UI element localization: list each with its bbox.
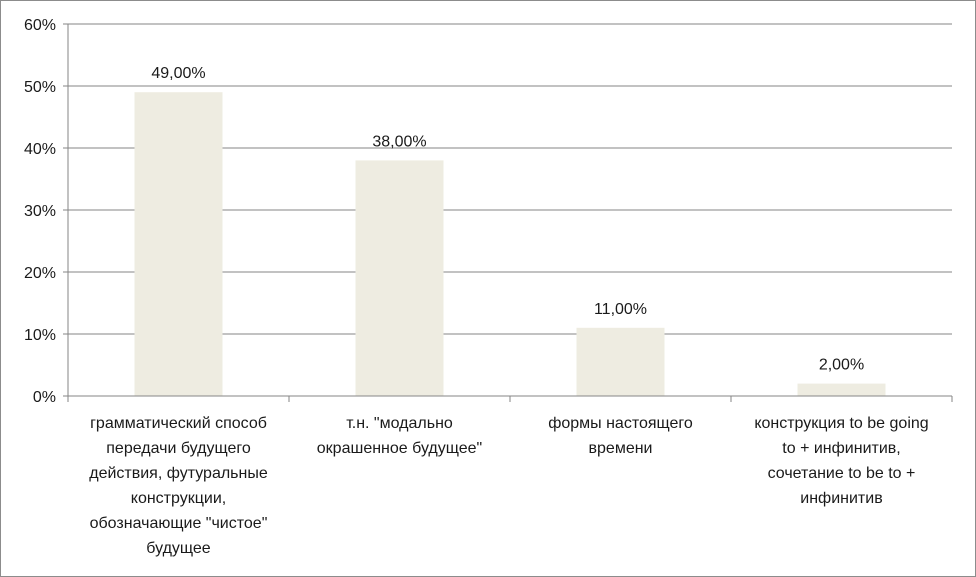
y-tick-label: 60%: [24, 17, 56, 34]
y-tick-label: 40%: [24, 141, 56, 158]
x-tick-label: грамматический способ передачи будущего …: [89, 415, 268, 557]
data-label: 11,00%: [594, 301, 647, 318]
y-tick-label: 50%: [24, 79, 56, 96]
data-label: 49,00%: [151, 65, 205, 82]
y-tick-label: 10%: [24, 327, 56, 344]
bar: [576, 327, 665, 396]
bar: [355, 160, 444, 396]
y-tick-label: 30%: [24, 203, 56, 220]
x-tick-label: т.н. "модально окрашенное будущее": [316, 415, 483, 457]
y-tick-label: 0%: [33, 389, 56, 406]
bar: [797, 383, 886, 396]
data-label: 38,00%: [372, 133, 426, 150]
y-tick-label: 20%: [24, 265, 56, 282]
data-label: 2,00%: [819, 357, 864, 374]
x-tick-label: конструкция to be going to + инфинитив, …: [754, 415, 929, 507]
x-tick-label: формы настоящего времени: [548, 415, 693, 457]
bar: [134, 92, 223, 396]
